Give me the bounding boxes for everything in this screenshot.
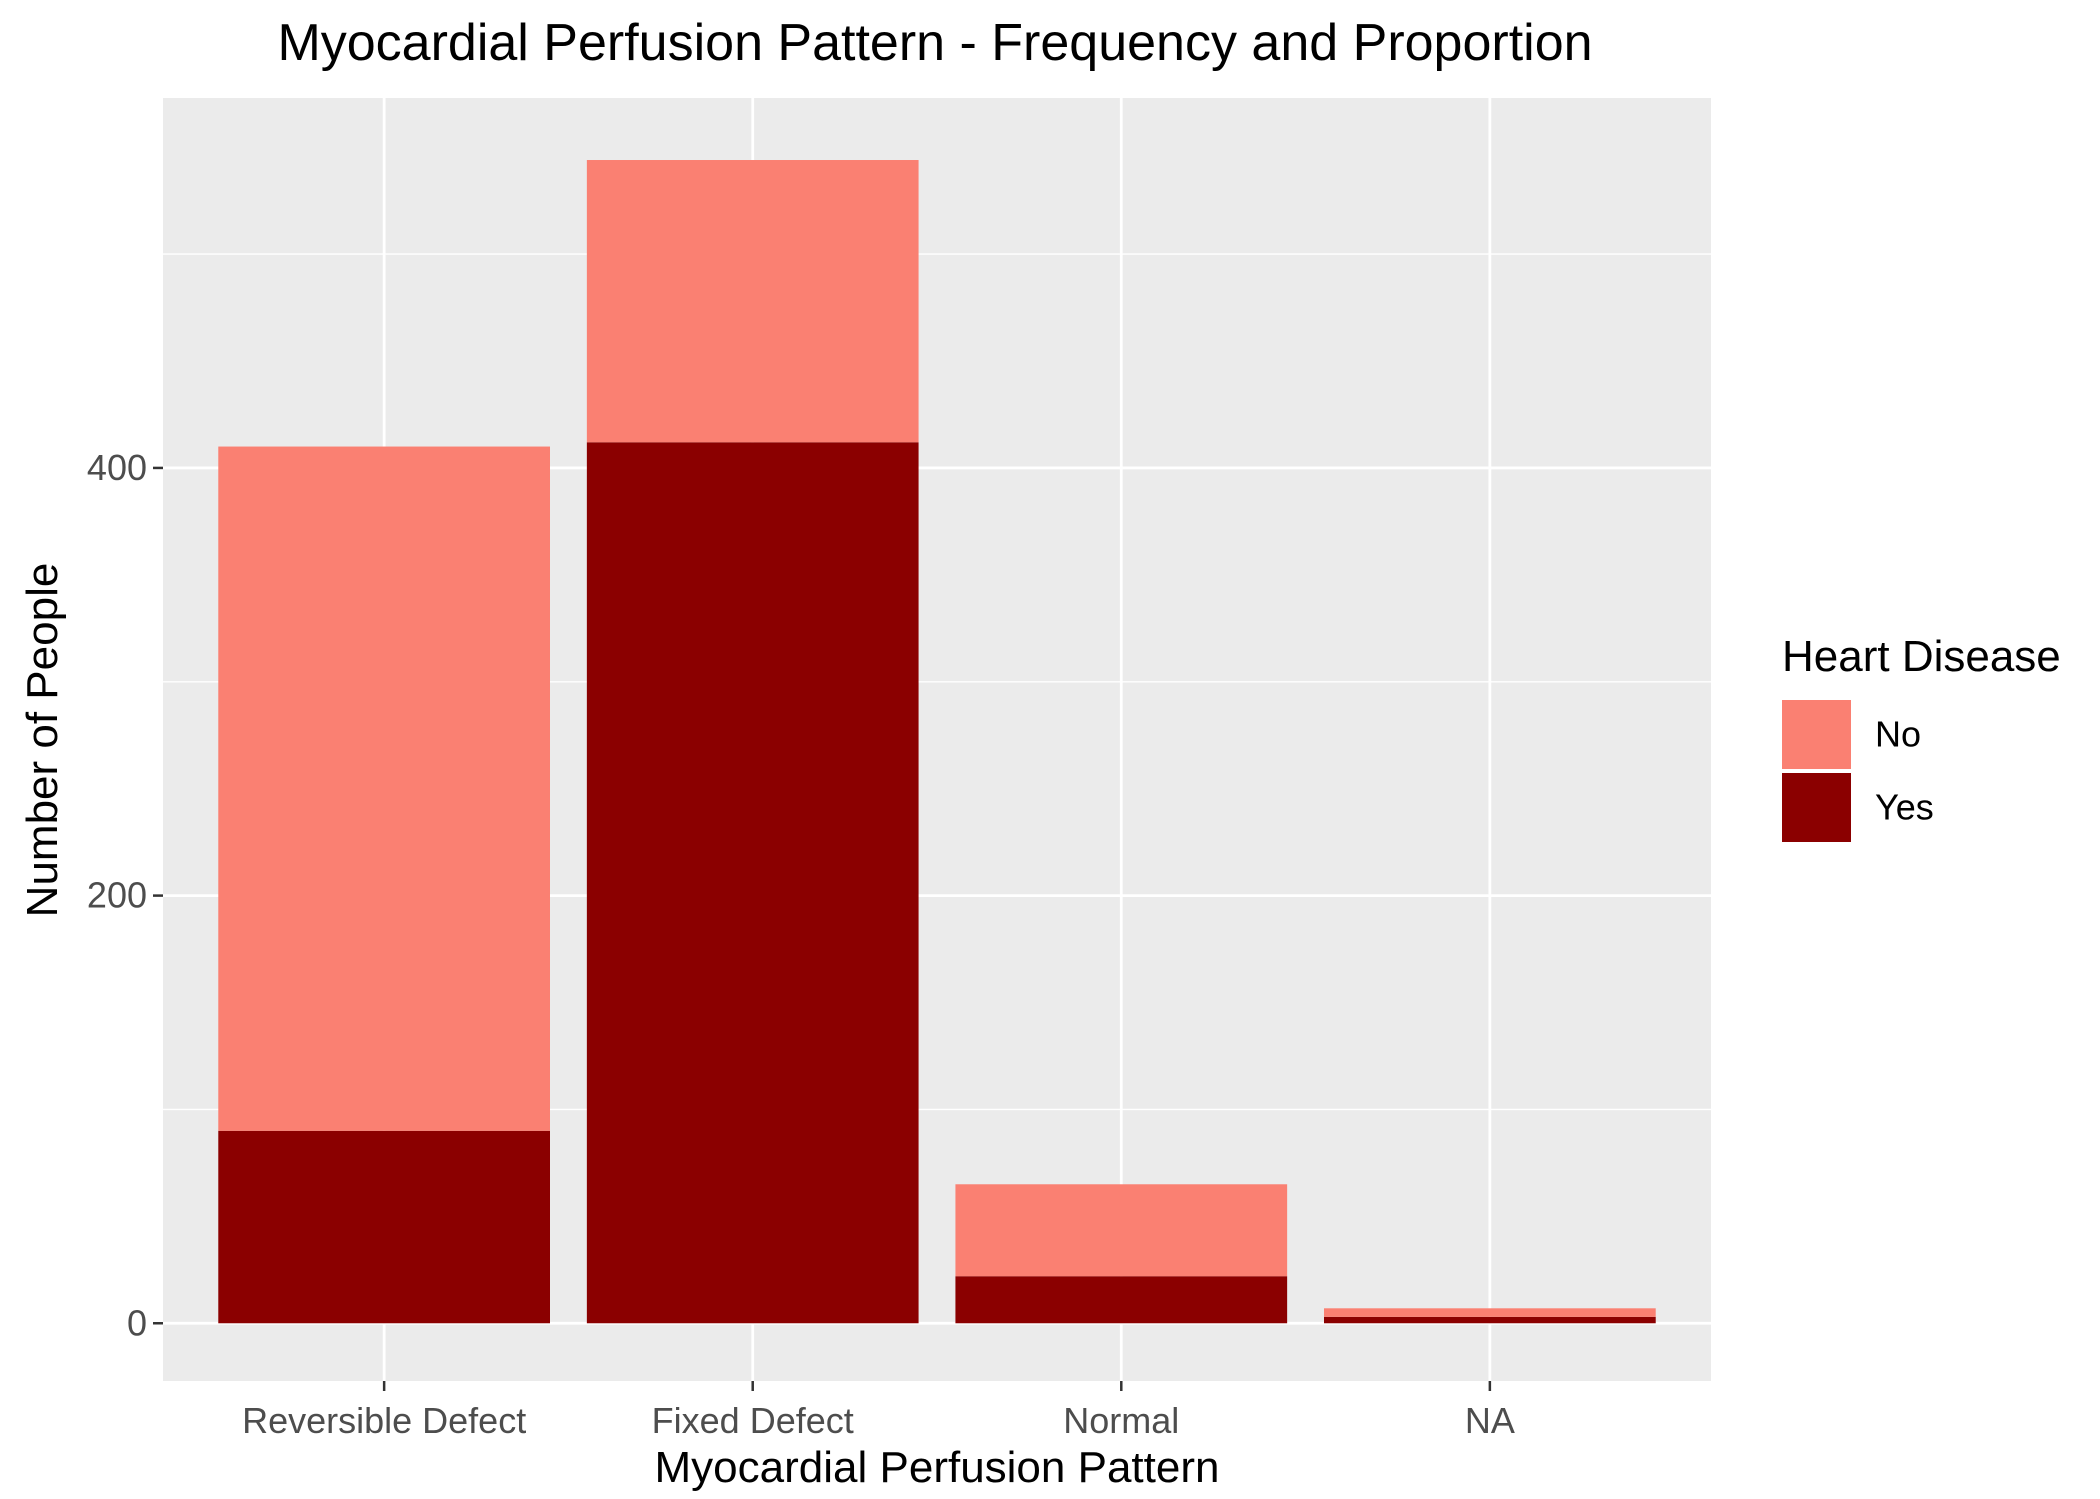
y-tick-label: 0 bbox=[127, 1302, 147, 1343]
bar-yes-na bbox=[1324, 1316, 1656, 1324]
bar-no-normal bbox=[955, 1184, 1288, 1277]
x-tick-label: Normal bbox=[1063, 1400, 1179, 1441]
chart-title: Myocardial Perfusion Pattern - Frequency… bbox=[277, 14, 1592, 72]
legend-title: Heart Disease bbox=[1782, 632, 2061, 681]
legend-entries: No Yes bbox=[1782, 700, 1934, 842]
legend-key-no bbox=[1782, 700, 1851, 769]
bar-no-na bbox=[1324, 1308, 1656, 1317]
y-axis-title: Number of People bbox=[18, 563, 67, 918]
axes: 0 200 400 Reversible Defect Fixed Defect Norm… bbox=[87, 447, 1515, 1441]
bar-yes-reversible-defect bbox=[218, 1130, 551, 1324]
bar-no-fixed-defect bbox=[586, 160, 919, 443]
x-tick-label: Reversible Defect bbox=[242, 1400, 526, 1441]
x-tick-label: NA bbox=[1465, 1400, 1515, 1441]
legend-label-no: No bbox=[1875, 714, 1921, 755]
x-axis-title: Myocardial Perfusion Pattern bbox=[655, 1443, 1220, 1492]
plot-panel bbox=[163, 98, 1711, 1381]
legend: Heart Disease No Yes bbox=[1782, 632, 2061, 842]
bar-yes-normal bbox=[955, 1276, 1288, 1324]
bar-yes-fixed-defect bbox=[586, 442, 919, 1324]
x-tick-label: Fixed Defect bbox=[652, 1400, 854, 1441]
y-tick-label: 400 bbox=[87, 447, 147, 488]
y-tick-label: 200 bbox=[87, 875, 147, 916]
legend-key-yes bbox=[1782, 773, 1851, 842]
bars bbox=[218, 160, 1656, 1324]
legend-label-yes: Yes bbox=[1875, 787, 1934, 828]
bar-no-reversible-defect bbox=[218, 446, 551, 1131]
